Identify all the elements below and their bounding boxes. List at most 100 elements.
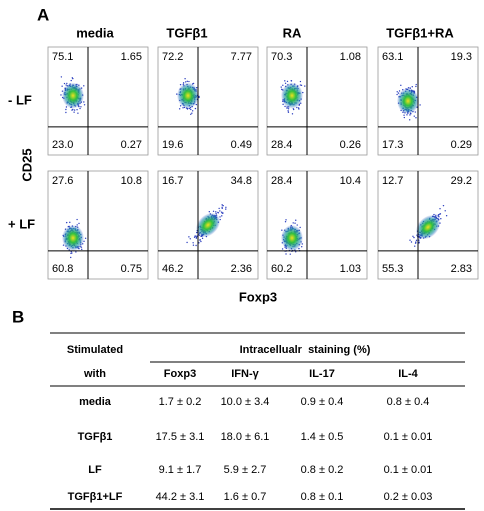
event-dot <box>419 104 421 106</box>
quadrant-value: 0.26 <box>340 139 361 151</box>
table-header: with <box>83 368 106 380</box>
row-label: - LF <box>8 92 32 107</box>
quadrant-value: 46.2 <box>162 263 183 275</box>
density-core <box>281 82 303 109</box>
table-header: Foxp3 <box>164 368 196 380</box>
table-cell: 0.8 ± 0.4 <box>387 396 430 408</box>
event-dot <box>218 207 220 210</box>
event-dot <box>188 80 190 83</box>
event-dot <box>195 237 198 239</box>
event-dot <box>410 241 413 243</box>
event-dot <box>60 94 62 96</box>
event-dot <box>408 119 411 121</box>
event-dot <box>287 110 289 112</box>
event-dot <box>409 239 411 241</box>
table-cell: 44.2 ± 3.1 <box>156 491 205 503</box>
event-dot <box>225 206 227 208</box>
event-dot <box>182 107 184 109</box>
event-dot <box>221 206 223 209</box>
event-dot <box>403 116 406 119</box>
event-dot <box>282 103 284 106</box>
plot-frame <box>266 46 368 156</box>
event-dot <box>414 245 416 247</box>
event-dot <box>439 208 441 210</box>
quadrant-value: 19.3 <box>451 51 472 63</box>
event-dot <box>221 215 223 217</box>
table-cell: 9.1 ± 1.7 <box>159 464 202 476</box>
panel-label: A <box>37 5 49 24</box>
event-dot <box>75 251 77 253</box>
event-dot <box>219 216 221 218</box>
event-dot <box>442 204 445 207</box>
event-dot <box>78 222 80 225</box>
event-dot <box>61 85 63 87</box>
quadrant-value: 7.77 <box>231 51 252 63</box>
quadrant-value: 12.7 <box>382 175 403 187</box>
event-dot <box>433 213 435 216</box>
event-dot <box>294 222 296 224</box>
event-dot <box>291 113 294 115</box>
event-dot <box>222 204 224 207</box>
event-dot <box>403 114 405 116</box>
table-cell: 0.8 ± 0.1 <box>301 491 344 503</box>
quadrant-value: 1.03 <box>340 263 361 275</box>
density-core <box>281 224 303 251</box>
event-dot <box>69 221 71 224</box>
quadrant-value: 16.7 <box>162 175 183 187</box>
event-dot <box>65 108 67 111</box>
table-cell: 5.9 ± 2.7 <box>224 464 267 476</box>
quadrant-value: 23.0 <box>52 139 73 151</box>
event-dot <box>79 107 81 110</box>
event-dot <box>281 88 283 91</box>
event-dot <box>297 107 300 109</box>
density-core <box>62 82 84 109</box>
event-dot <box>438 216 440 218</box>
panel-label: B <box>12 307 24 326</box>
event-dot <box>415 83 417 86</box>
event-dot <box>190 108 192 111</box>
table-cell: 0.1 ± 0.01 <box>384 431 433 443</box>
event-dot <box>397 92 400 94</box>
event-dot <box>208 211 211 213</box>
event-dot <box>299 84 302 86</box>
event-dot <box>195 244 197 247</box>
event-dot <box>290 80 292 82</box>
event-dot <box>221 204 223 206</box>
event-dot <box>199 239 201 241</box>
event-dot <box>60 76 63 78</box>
row-header: TGFβ1 <box>78 431 113 443</box>
event-dot <box>70 256 72 259</box>
event-dot <box>201 237 204 240</box>
event-dot <box>284 221 287 223</box>
quadrant-value: 28.4 <box>271 139 292 151</box>
event-dot <box>400 84 402 87</box>
event-dot <box>284 82 287 84</box>
event-dot <box>212 210 215 212</box>
event-dot <box>81 248 83 251</box>
table-cell: 17.5 ± 3.1 <box>156 431 205 443</box>
quadrant-value: 29.2 <box>451 175 472 187</box>
table-header: IL-4 <box>398 368 418 380</box>
event-dot <box>300 84 303 87</box>
event-dot <box>191 110 194 112</box>
event-dot <box>409 114 411 116</box>
table-cell: 18.0 ± 6.1 <box>221 431 270 443</box>
event-dot <box>182 82 185 84</box>
event-dot <box>414 111 416 113</box>
table-header: Stimulated <box>67 344 123 356</box>
event-dot <box>76 109 78 111</box>
quadrant-value: 0.49 <box>231 139 252 151</box>
event-dot <box>76 218 78 221</box>
event-dot <box>418 239 420 241</box>
event-dot <box>439 213 441 215</box>
density-core <box>62 224 84 251</box>
event-dot <box>198 242 200 244</box>
event-dot <box>193 236 196 238</box>
event-dot <box>412 235 414 237</box>
density-core <box>397 88 419 114</box>
event-dot <box>411 86 413 88</box>
event-dot <box>188 236 190 238</box>
event-dot <box>299 226 301 229</box>
quadrant-value: 2.36 <box>231 263 252 275</box>
